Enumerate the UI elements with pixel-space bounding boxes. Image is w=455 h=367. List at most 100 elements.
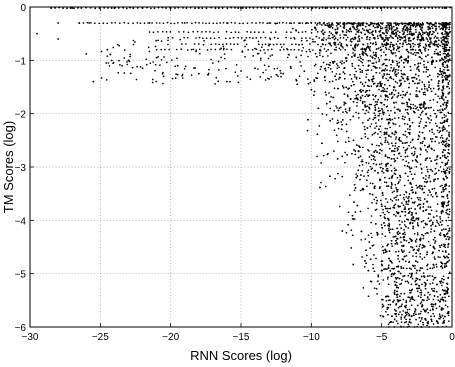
data-point [384,141,387,144]
data-point [401,96,404,99]
data-point [388,59,391,61]
data-point [388,250,391,252]
data-point [362,89,364,92]
data-point [382,167,384,170]
data-point [293,22,295,24]
data-point [290,67,292,69]
data-point [371,62,374,65]
data-point [390,181,393,184]
data-point [414,280,416,283]
data-point [388,114,391,117]
data-point [334,42,336,44]
data-point [386,167,389,170]
data-point [148,22,151,24]
data-point [375,208,378,211]
data-point [394,80,397,83]
data-point [415,238,418,241]
data-point [434,112,437,115]
data-point [378,283,381,285]
data-point [73,7,75,10]
data-point [151,22,153,24]
data-point [443,154,446,156]
data-point [423,101,426,103]
data-point [416,23,419,25]
data-point [376,84,379,87]
data-point [436,155,439,157]
data-point [391,144,394,147]
data-point [425,55,427,58]
data-point [372,77,375,80]
data-point [107,62,110,64]
data-point [310,32,313,34]
data-point [413,314,415,317]
data-point [396,285,398,287]
data-point [416,87,418,89]
data-point [162,71,164,74]
data-point [387,96,389,98]
data-point [412,312,415,315]
data-point [421,316,423,319]
data-point [368,117,371,120]
data-point [435,307,438,310]
data-point [374,31,377,33]
data-point [389,69,391,72]
data-point [389,46,392,48]
data-point [388,229,390,232]
data-point [407,51,410,54]
data-point [372,98,375,101]
data-point [417,287,420,290]
data-point [325,114,328,116]
data-point [365,73,368,76]
data-point [411,277,414,280]
data-point [197,43,200,45]
data-point [410,321,412,324]
data-point [346,153,349,156]
data-point [393,196,396,199]
data-point [422,93,425,96]
data-point [306,39,308,42]
data-point [446,85,448,88]
data-point [387,38,389,41]
data-point [437,178,439,180]
data-point [259,59,262,61]
data-point [441,219,444,222]
data-point [376,101,379,103]
data-point [443,114,446,116]
data-point [393,153,396,156]
data-point [386,201,389,204]
data-point [443,43,446,46]
data-point [352,100,355,103]
data-point [229,37,231,40]
data-point [377,26,379,28]
data-point [350,229,353,232]
data-point [354,37,357,40]
data-point [160,48,163,51]
data-point [354,67,356,70]
data-point [336,7,339,10]
data-point [397,198,400,201]
data-point [86,21,89,24]
data-point [417,62,419,65]
data-point [435,48,437,51]
data-point [400,72,403,75]
data-point [216,22,218,25]
data-point [427,54,429,56]
data-point [371,134,374,136]
data-point [399,38,401,41]
data-point [360,238,363,241]
data-point [330,44,333,47]
data-point [433,43,436,46]
data-point [448,46,451,49]
data-point [202,37,204,40]
data-point [417,138,419,141]
data-point [446,195,449,197]
data-point [423,275,426,278]
data-point [427,43,430,46]
data-point [422,245,425,247]
data-point [439,28,442,30]
data-point [256,52,259,55]
data-point [419,302,422,305]
data-point [448,124,450,127]
data-point [356,44,359,47]
data-point [372,30,374,33]
